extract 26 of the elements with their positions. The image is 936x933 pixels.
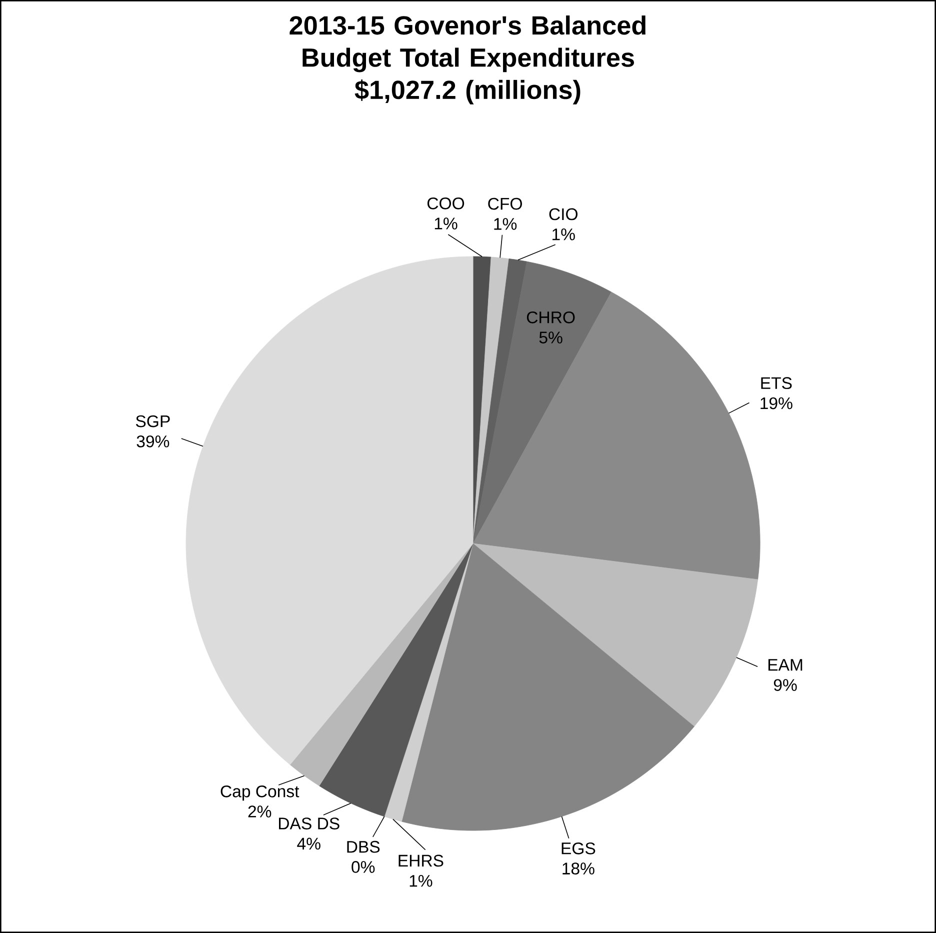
slice-label: CIO: [549, 208, 578, 220]
data-label: 5%: [539, 332, 562, 344]
data-label: 19%: [760, 397, 792, 410]
data-label: 2%: [248, 806, 272, 818]
slice-label: CHRO: [526, 311, 575, 324]
slice-label: EAM: [768, 659, 802, 671]
slice-label: EHRS: [398, 854, 444, 867]
data-label: 1%: [410, 874, 432, 887]
text: 0%: [352, 861, 375, 873]
data-label: 4%: [297, 838, 320, 850]
slice-label: DAS DS: [279, 818, 340, 830]
data-label: 1%: [434, 218, 458, 230]
data-label: 1%: [494, 218, 517, 230]
data-label: 9%: [774, 679, 797, 691]
chart-title: 2013-15 Govenor's Balanced Budget Total Expenditures: [290, 15, 646, 72]
slice-label: SGP: [136, 415, 170, 428]
slice-label: COO: [427, 197, 464, 210]
slice-label: CFO: [488, 198, 522, 210]
slice-label: Cap Const: [220, 785, 300, 801]
data-label: 1%: [552, 228, 575, 240]
slice-label: ETS: [761, 377, 792, 390]
data-label: 18%: [562, 862, 594, 874]
data-label: 39%: [136, 435, 170, 448]
chart-subtitle: $1,027.2 (millions): [354, 79, 580, 104]
category-label: DBS: [347, 840, 380, 853]
slice-label: EGS: [562, 842, 596, 854]
